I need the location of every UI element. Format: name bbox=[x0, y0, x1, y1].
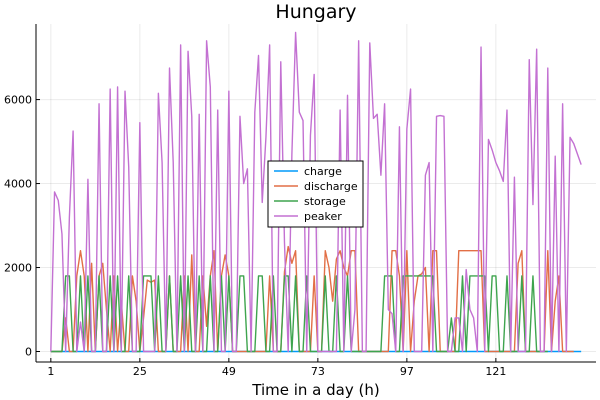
y-tick-label: 2000 bbox=[4, 262, 32, 275]
legend: charge discharge storage peaker bbox=[268, 161, 363, 227]
x-tick-label: 73 bbox=[311, 365, 325, 378]
legend-label-charge: charge bbox=[304, 165, 342, 178]
x-tick-label: 49 bbox=[222, 365, 236, 378]
y-tick-label: 6000 bbox=[4, 94, 32, 107]
legend-label-storage: storage bbox=[304, 195, 346, 208]
chart-title: Hungary bbox=[275, 1, 356, 23]
x-tick-label: 25 bbox=[133, 365, 147, 378]
y-tick-label: 4000 bbox=[4, 178, 32, 191]
series-line-storage bbox=[51, 276, 548, 352]
legend-label-discharge: discharge bbox=[304, 180, 358, 193]
x-tick-label: 121 bbox=[485, 365, 506, 378]
x-axis-label: Time in a day (h) bbox=[251, 381, 379, 399]
legend-label-peaker: peaker bbox=[304, 210, 342, 223]
y-tick-label: 0 bbox=[25, 346, 32, 359]
x-tick-label: 1 bbox=[47, 365, 54, 378]
x-tick-label: 97 bbox=[400, 365, 414, 378]
